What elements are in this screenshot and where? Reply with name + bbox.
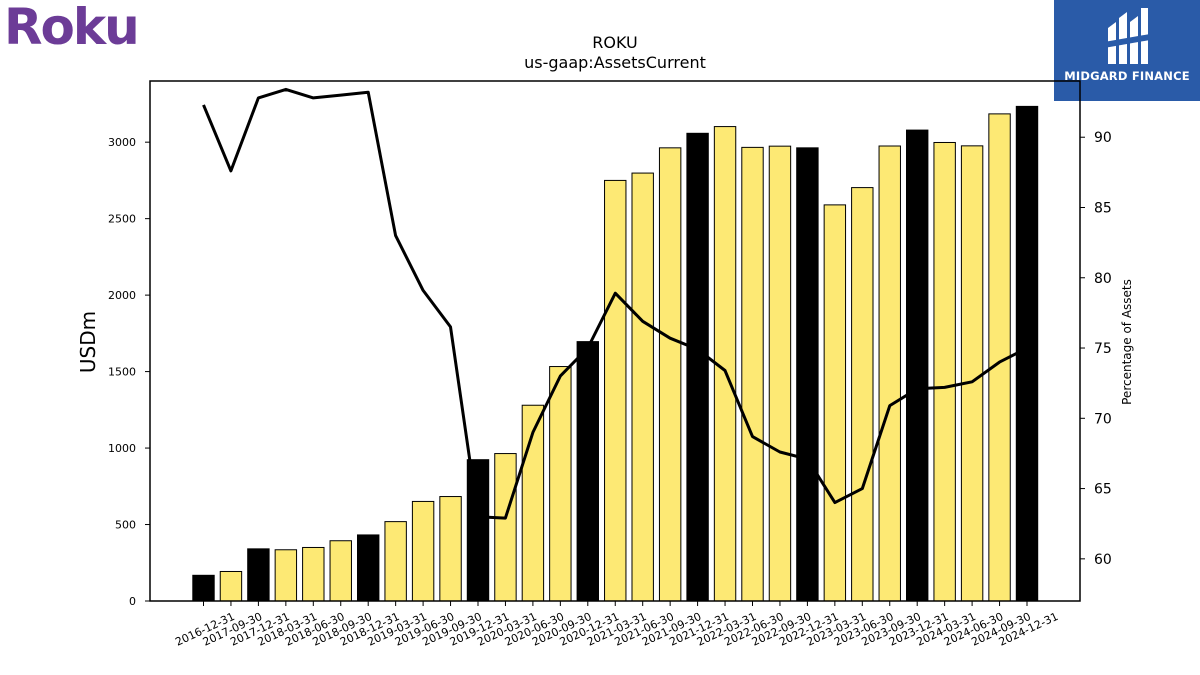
y2-tick-label-90: 90 — [1094, 130, 1112, 146]
midgard-finance-wordmark: MIDGARD FINANCE — [1064, 69, 1190, 83]
y2-tick-label-60: 60 — [1094, 552, 1112, 568]
bar-2023-12-31 — [905, 129, 929, 602]
y2-tick-label-75: 75 — [1094, 341, 1112, 357]
bar-2023-03-31 — [823, 204, 847, 602]
bar-2020-12-31 — [576, 341, 600, 602]
y-tick-label-3000: 3000 — [108, 136, 136, 149]
chart-title: ROKU — [592, 33, 637, 52]
bar-2022-09-30 — [768, 145, 792, 602]
y2-tick-label-85: 85 — [1094, 200, 1112, 216]
bar-2019-12-31 — [466, 459, 490, 602]
roku-logo: Roku — [4, 0, 140, 56]
bar-2019-06-30 — [411, 500, 435, 602]
bar-2022-06-30 — [741, 146, 764, 602]
y-axis-label: USDm — [76, 311, 100, 373]
y-tick-label-2000: 2000 — [108, 289, 136, 302]
bar-2024-06-30 — [960, 145, 984, 602]
midgard-finance-logo: MIDGARD FINANCE — [1054, 0, 1200, 101]
line-layer — [202, 87, 1028, 520]
bar-2018-12-31 — [356, 534, 380, 602]
y2-tick-label-70: 70 — [1094, 411, 1112, 427]
bar-2018-06-30 — [302, 546, 325, 602]
y2-tick-label-80: 80 — [1094, 271, 1112, 287]
bar-2021-09-30 — [658, 147, 682, 602]
y-tick-label-1000: 1000 — [108, 442, 136, 455]
bar-2017-12-31 — [247, 548, 270, 602]
midgard-mark-icon — [1104, 8, 1150, 64]
percentage-line — [202, 87, 1028, 520]
y-tick-label-1500: 1500 — [108, 366, 136, 379]
bar-2022-12-31 — [796, 147, 819, 602]
bar-2018-09-30 — [329, 540, 352, 602]
bar-2021-06-30 — [631, 172, 654, 602]
bar-2023-06-30 — [851, 187, 874, 602]
chart-subtitle: us-gaap:AssetsCurrent — [524, 53, 706, 72]
bar-2020-09-30 — [549, 366, 572, 602]
bar-2017-09-30 — [219, 570, 243, 602]
bar-2021-03-31 — [604, 179, 627, 602]
bars-layer — [192, 105, 1039, 602]
y2-tick-label-65: 65 — [1094, 482, 1112, 498]
y-tick-label-0: 0 — [129, 595, 136, 608]
bar-2016-12-31 — [192, 574, 215, 602]
y-tick-label-500: 500 — [115, 519, 136, 532]
bar-2020-03-31 — [494, 453, 517, 602]
bar-2021-12-31 — [686, 132, 709, 602]
bar-2018-03-31 — [274, 549, 298, 602]
y-tick-label-2500: 2500 — [108, 213, 136, 226]
bar-2019-09-30 — [439, 496, 462, 602]
bar-2023-09-30 — [878, 145, 901, 602]
bar-2024-12-31 — [1015, 105, 1039, 602]
bar-2019-03-31 — [384, 521, 407, 602]
y2-axis-label: Percentage of Assets — [1120, 279, 1134, 405]
bar-2024-03-31 — [933, 141, 956, 602]
